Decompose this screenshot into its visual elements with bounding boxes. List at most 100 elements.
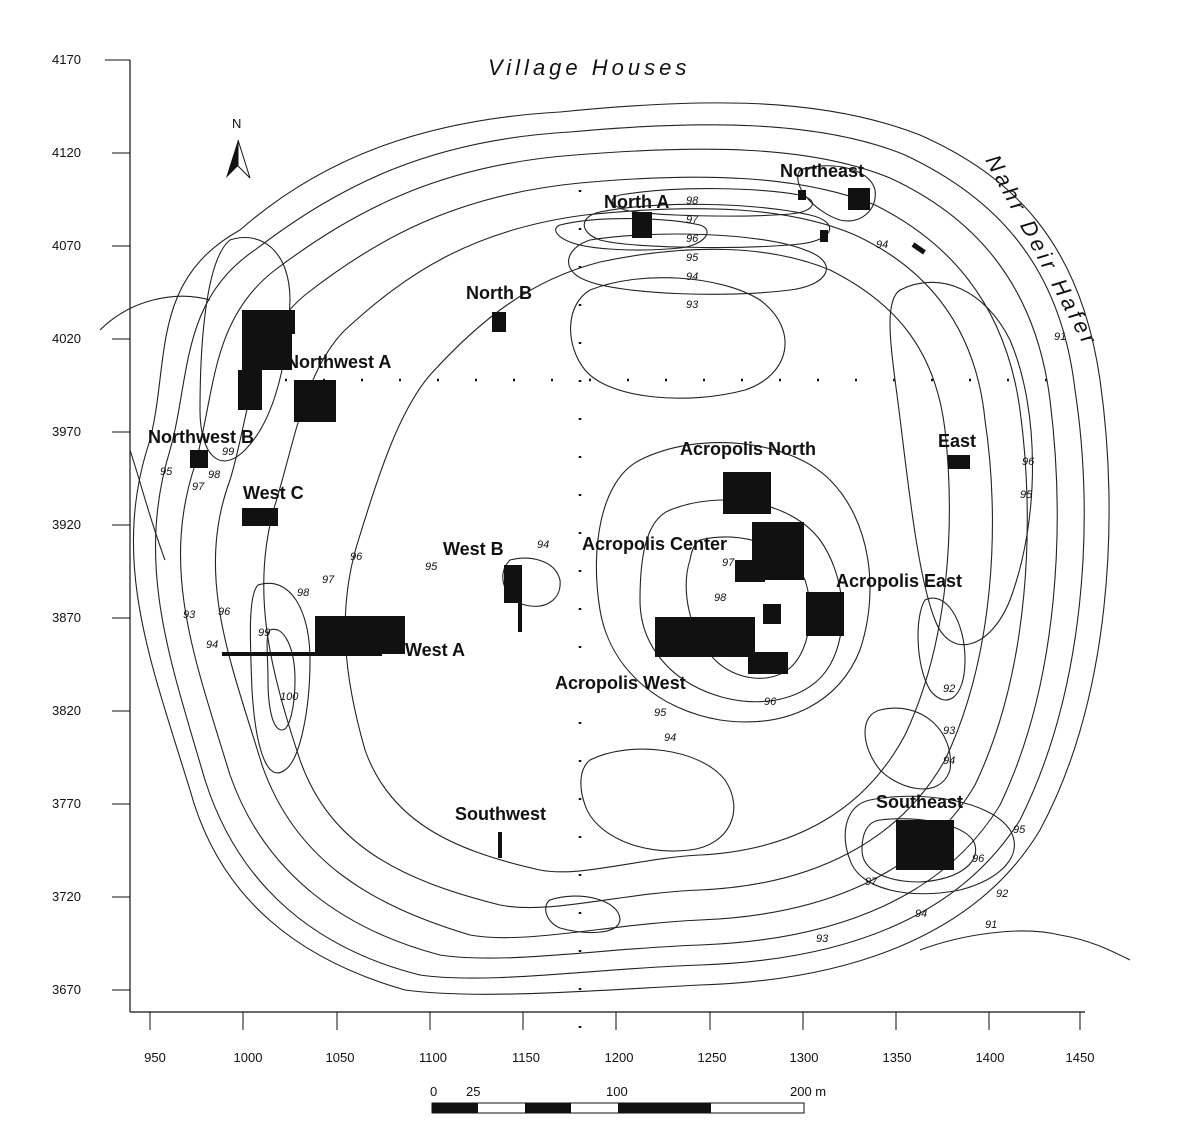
label-north-b: North B [466,283,532,303]
y-tick-label: 3770 [52,796,81,811]
contour-label: 91 [985,919,997,931]
contour-label: 99 [222,446,234,458]
label-north-a: North A [604,192,669,212]
trench [896,820,954,870]
contour-label: 94 [915,908,927,920]
y-tick-label: 4020 [52,331,81,346]
trench [848,188,870,210]
label-northwest-b: Northwest B [148,427,254,447]
trench [492,312,506,332]
label-acropolis-center: Acropolis Center [582,534,727,554]
label-west-a: West A [405,640,465,660]
contour-label: 96 [218,606,231,618]
trench [806,592,844,636]
contour-label: 96 [686,233,699,245]
trench [723,472,771,514]
contour-label: 98 [686,195,699,207]
trench [222,652,382,656]
contour-label: 92 [943,683,955,695]
contour-label: 94 [664,732,676,744]
y-tick-label: 4120 [52,145,81,160]
contour-label: 94 [537,539,549,551]
label-west-c: West C [243,483,304,503]
contour-label: 92 [996,888,1008,900]
x-tick-label: 1250 [698,1050,727,1065]
contour-label: 94 [943,755,955,767]
label-northeast: Northeast [780,161,864,181]
north-label: N [232,116,241,131]
scale-label: 200 m [790,1084,826,1099]
scale-bar: 0 25 100 200 m [430,1084,826,1114]
label-west-b: West B [443,539,504,559]
contour-label: 97 [192,481,205,493]
trench [238,370,262,410]
y-tick-label: 3920 [52,517,81,532]
contour-label: 100 [280,691,299,703]
trench [655,617,755,657]
contour-label: 95 [686,252,699,264]
contour-label: 98 [208,469,221,481]
y-axis [105,59,130,991]
trench [265,310,295,334]
contour-label: 96 [350,551,363,563]
label-east: East [938,431,976,451]
x-tick-label: 1150 [512,1050,540,1065]
contour-label: 99 [258,627,270,639]
y-tick-label: 3820 [52,703,81,718]
trench [763,604,781,624]
trench [820,230,828,242]
x-tick-labels: 950 1000 1050 1100 1150 1200 1250 1300 1… [144,1050,1094,1065]
x-tick-label: 950 [144,1050,166,1065]
trench [632,212,652,238]
contour-label: 98 [297,587,310,599]
map-frame [129,60,1085,1013]
trench [911,242,926,255]
contour-label: 97 [865,876,878,888]
label-acropolis-east: Acropolis East [836,571,962,591]
contour-label: 94 [206,639,218,651]
scale-label: 100 [606,1084,628,1099]
contour-lines [99,102,1131,995]
label-southeast: Southeast [876,792,963,812]
y-tick-label: 3720 [52,889,81,904]
contour-label: 94 [686,271,698,283]
grid-dots [285,190,1080,1040]
excavation-trenches [190,188,970,870]
trench [735,560,765,582]
trench [504,565,522,603]
label-southwest: Southwest [455,804,546,824]
contour-label: 93 [686,299,699,311]
x-tick-label: 1400 [976,1050,1005,1065]
trench [498,832,502,858]
x-tick-label: 1100 [419,1050,447,1065]
trench [798,190,806,200]
x-tick-label: 1200 [605,1050,634,1065]
contour-label: 97 [322,574,335,586]
contour-label: 96 [764,696,777,708]
trench [190,450,208,468]
contour-label: 94 [876,239,888,251]
trench [294,380,336,422]
contour-label: 93 [183,609,196,621]
trench [948,455,970,469]
scale-label: 25 [466,1084,480,1099]
contour-label: 93 [816,933,829,945]
label-northwest-a: Northwest A [286,352,391,372]
contour-label: 95 [1013,824,1026,836]
contour-label: 93 [943,725,956,737]
x-tick-label: 1000 [234,1050,263,1065]
y-tick-label: 3870 [52,610,81,625]
contour-label: 95 [160,466,173,478]
contour-label: 98 [714,592,727,604]
contour-label: 95 [425,561,438,573]
contour-label: 96 [972,853,985,865]
x-tick-label: 1450 [1066,1050,1095,1065]
y-tick-label: 4170 [52,52,81,67]
contour-label: 95 [1020,489,1033,501]
y-tick-label: 4070 [52,238,81,253]
y-tick-labels: 4170 4120 4070 4020 3970 3920 3870 3820 … [52,52,81,997]
y-tick-label: 3970 [52,424,81,439]
label-acropolis-north: Acropolis North [680,439,816,459]
x-tick-label: 1300 [790,1050,819,1065]
